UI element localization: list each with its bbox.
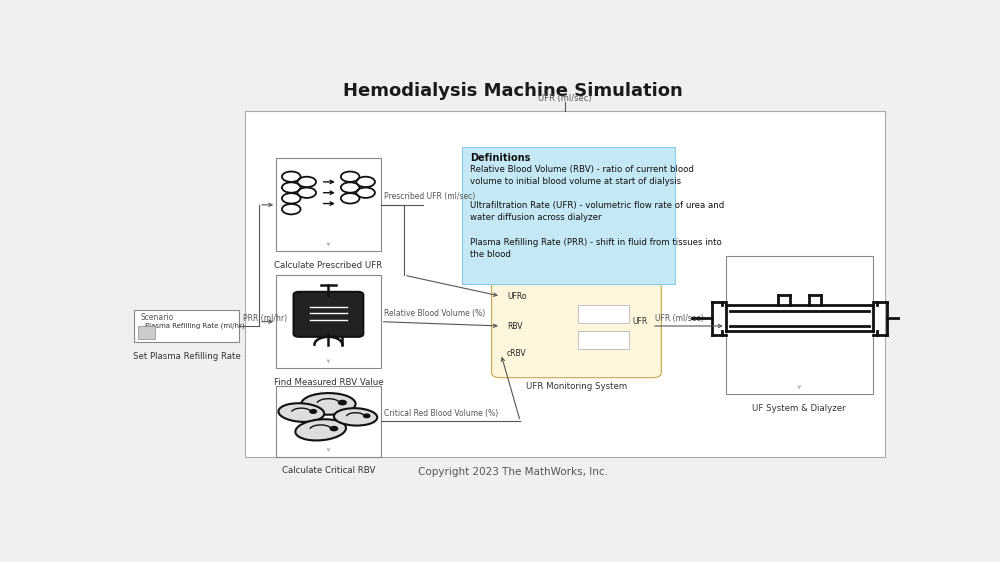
Text: Scenario: Scenario — [140, 313, 174, 322]
FancyBboxPatch shape — [578, 305, 629, 323]
Text: UFR (ml/sec): UFR (ml/sec) — [538, 94, 592, 103]
Text: Calculate Critical RBV: Calculate Critical RBV — [282, 466, 375, 475]
Text: Relative Blood Volume (%): Relative Blood Volume (%) — [384, 309, 485, 318]
Ellipse shape — [301, 393, 356, 415]
Text: RBV: RBV — [507, 321, 523, 330]
FancyBboxPatch shape — [245, 111, 885, 457]
Text: Relative Blood Volume (RBV) - ratio of current blood
volume to initial blood vol: Relative Blood Volume (RBV) - ratio of c… — [470, 165, 724, 259]
Ellipse shape — [295, 419, 346, 441]
Text: Critical Red Blood Volume (%): Critical Red Blood Volume (%) — [384, 409, 498, 418]
FancyBboxPatch shape — [138, 326, 155, 339]
Text: ru: ru — [144, 330, 150, 335]
Text: Copyright 2023 The MathWorks, Inc.: Copyright 2023 The MathWorks, Inc. — [418, 467, 608, 477]
FancyBboxPatch shape — [726, 256, 873, 394]
Text: Plasma Refilling Rate (ml/hr): Plasma Refilling Rate (ml/hr) — [145, 323, 244, 329]
FancyBboxPatch shape — [276, 158, 381, 251]
Text: UF System & Dialyzer: UF System & Dialyzer — [752, 404, 846, 413]
Text: cRBV: cRBV — [507, 350, 527, 359]
Text: Find Measured RBV Value: Find Measured RBV Value — [274, 378, 383, 387]
Text: PRR (ml/hr): PRR (ml/hr) — [243, 314, 287, 323]
Text: UFRo: UFRo — [507, 292, 527, 301]
FancyBboxPatch shape — [276, 275, 381, 368]
FancyBboxPatch shape — [134, 310, 239, 342]
Text: Set Plasma Refilling Rate: Set Plasma Refilling Rate — [133, 352, 240, 361]
Text: UFR Monitoring System: UFR Monitoring System — [526, 382, 627, 391]
Circle shape — [364, 414, 370, 418]
Ellipse shape — [334, 408, 377, 425]
Text: UFR: UFR — [633, 317, 648, 326]
Text: UFR (ml/sec): UFR (ml/sec) — [655, 314, 704, 323]
FancyBboxPatch shape — [492, 274, 661, 378]
Circle shape — [339, 401, 346, 405]
Circle shape — [330, 427, 338, 430]
FancyBboxPatch shape — [294, 292, 363, 337]
Text: Calculate Prescribed UFR: Calculate Prescribed UFR — [274, 261, 383, 270]
Text: Definitions: Definitions — [470, 153, 530, 162]
FancyBboxPatch shape — [578, 330, 629, 348]
Text: Hemodialysis Machine Simulation: Hemodialysis Machine Simulation — [343, 82, 682, 100]
Ellipse shape — [278, 403, 324, 422]
FancyBboxPatch shape — [462, 147, 675, 284]
FancyBboxPatch shape — [276, 386, 381, 457]
Circle shape — [310, 410, 316, 413]
Text: Prescribed UFR (ml/sec): Prescribed UFR (ml/sec) — [384, 192, 475, 201]
